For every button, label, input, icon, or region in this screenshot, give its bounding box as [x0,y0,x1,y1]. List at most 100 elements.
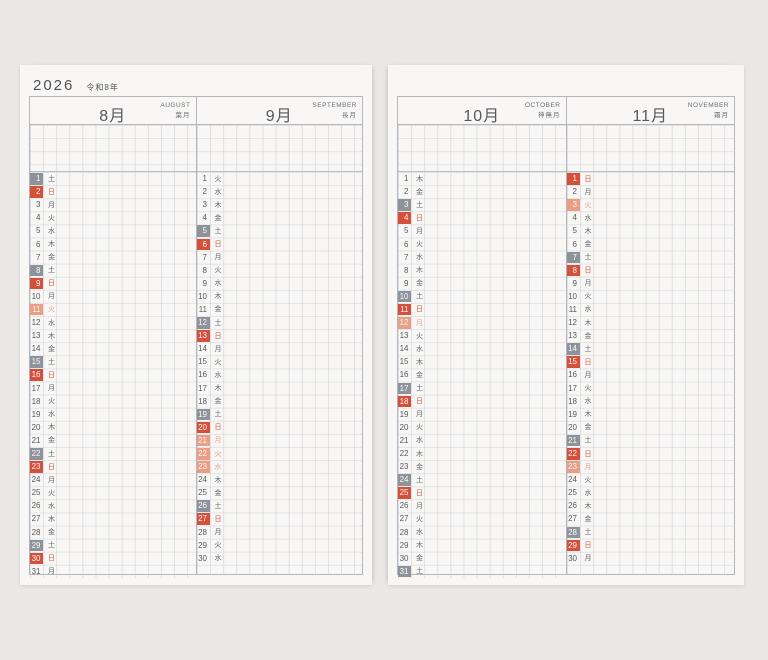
month-name-wafu: 長月 [342,112,357,120]
day-number: 29 [198,540,207,550]
day-number: 20 [399,422,409,432]
day-weekday: 月 [214,437,222,445]
day-row: 19 水 [30,408,196,421]
day-number: 23 [399,462,409,472]
day-number: 8 [202,265,207,275]
day-number: 11 [398,303,411,316]
day-row: 29 火 [197,539,363,552]
day-weekday: 木 [48,424,56,432]
day-row: 29 日 [566,539,735,552]
day-number: 14 [31,344,41,354]
day-number: 29 [30,539,43,552]
day-number: 1 [202,174,207,184]
day-row: 15 日 [566,355,735,368]
day-number: 13 [196,330,210,342]
day-row: 21 月 [196,434,363,447]
day-row: 14 金 [30,342,196,355]
day-number: 7 [36,252,41,262]
month-name-wafu: 葉月 [175,112,191,120]
day-number: 26 [568,501,577,511]
day-weekday: 木 [214,293,222,301]
notes-grid-band [566,125,734,171]
day-weekday: 金 [214,214,222,222]
day-weekday: 日 [584,358,592,366]
day-row: 22 日 [566,447,735,460]
day-weekday: 火 [48,489,56,497]
day-weekday: 土 [416,568,424,576]
day-number: 1 [404,174,409,184]
day-row: 18 火 [30,395,196,408]
day-number: 26 [31,501,41,511]
day-weekday: 木 [416,542,424,550]
day-weekday: 日 [48,188,56,196]
day-number: 1 [566,173,580,185]
day-weekday: 日 [584,175,592,183]
day-number: 21 [31,435,41,445]
day-weekday: 月 [48,293,56,301]
day-row: 12 月 [398,316,566,329]
day-row: 29 土 [30,539,196,552]
day-number: 6 [36,239,41,249]
day-row: 10 土 [398,290,566,303]
day-number: 2 [572,187,577,197]
day-weekday: 木 [584,227,592,235]
day-row: 28 水 [398,526,566,539]
day-number: 4 [202,213,207,223]
day-weekday: 土 [48,450,56,458]
day-weekday: 土 [48,542,56,550]
day-number: 27 [196,513,210,525]
day-number: 7 [202,252,207,262]
day-row: 31 土 [398,565,566,578]
day-row: 12 木 [567,316,735,329]
day-weekday: 金 [416,280,424,288]
day-weekday: 土 [214,227,222,235]
day-number: 12 [398,317,411,329]
day-weekday: 水 [214,371,222,379]
day-weekday: 火 [584,476,592,484]
day-weekday: 金 [584,515,592,523]
day-weekday: 水 [214,280,222,288]
day-number: 23 [196,461,210,473]
month-title: 8月 [99,108,127,125]
day-weekday: 月 [416,411,424,419]
day-weekday: 水 [214,555,222,563]
day-row: 10 木 [197,290,363,303]
day-number: 22 [30,448,43,460]
era-label: 令和8年 [86,83,119,92]
day-weekday: 水 [48,319,56,327]
day-number: 26 [399,501,409,511]
day-number: 25 [198,488,207,498]
day-weekday: 月 [584,371,592,379]
day-weekday: 木 [416,175,424,183]
day-row: 25 金 [197,486,363,499]
day-weekday: 火 [416,332,424,340]
day-number: 2 [30,186,43,198]
day-weekday: 火 [214,175,222,183]
day-weekday: 金 [416,463,424,471]
day-row: 15 木 [398,355,566,368]
day-row: 21 金 [30,434,196,447]
day-row: 11 金 [197,303,363,316]
day-weekday: 火 [214,450,222,458]
day-weekday: 日 [214,241,222,249]
day-weekday: 月 [214,345,222,353]
day-row: 22 木 [398,447,566,460]
day-row: 13 金 [567,329,735,342]
day-row: 23 日 [30,460,196,473]
day-weekday: 金 [214,398,222,406]
day-number: 9 [30,277,43,290]
day-weekday: 水 [416,437,424,445]
month-name-en: AUGUST [160,102,191,109]
day-number: 28 [566,526,580,539]
